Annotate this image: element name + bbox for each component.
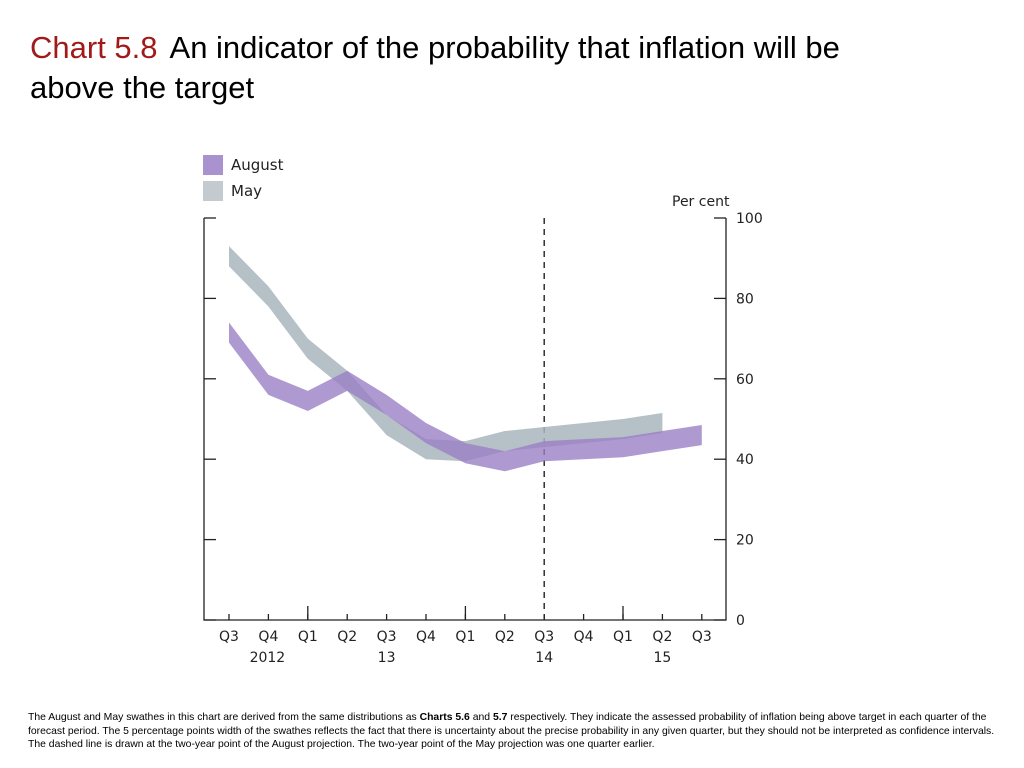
y-tick-label: 80 bbox=[736, 291, 754, 307]
x-year-label: 15 bbox=[653, 650, 671, 666]
chart-title-text: An indicator of the probability that inf… bbox=[30, 30, 840, 105]
footnote-text-3: respectively. They indicate the assessed… bbox=[28, 712, 995, 751]
y-axis-unit-label: Per cent bbox=[672, 194, 730, 210]
x-tick-label: Q2 bbox=[495, 629, 515, 645]
footnote-text-1: The August and May swathes in this chart… bbox=[28, 712, 420, 723]
x-tick-label: Q1 bbox=[298, 629, 318, 645]
x-tick-label: Q3 bbox=[377, 629, 397, 645]
legend-label-august: August bbox=[231, 156, 284, 174]
x-tick-label: Q1 bbox=[613, 629, 633, 645]
x-tick-label: Q3 bbox=[692, 629, 712, 645]
y-tick-label: 40 bbox=[736, 452, 754, 468]
x-tick-label: Q3 bbox=[534, 629, 554, 645]
legend-swatch-may bbox=[203, 181, 223, 201]
x-tick-label: Q2 bbox=[337, 629, 357, 645]
x-tick-label: Q4 bbox=[574, 629, 594, 645]
legend-item-may: May bbox=[203, 178, 284, 204]
footnote-bold-2: 5.7 bbox=[492, 712, 508, 723]
footnote-bold-1: Charts 5.6 bbox=[419, 712, 470, 723]
y-tick-label: 0 bbox=[736, 613, 745, 629]
x-tick-label: Q2 bbox=[652, 629, 672, 645]
y-tick-label: 60 bbox=[736, 372, 754, 388]
x-tick-label: Q1 bbox=[455, 629, 475, 645]
footnote: The August and May swathes in this chart… bbox=[28, 711, 996, 752]
chart-number: Chart 5.8 bbox=[30, 30, 158, 65]
x-year-label: 13 bbox=[378, 650, 396, 666]
series-august-swathe bbox=[229, 322, 702, 472]
x-tick-label: Q3 bbox=[219, 629, 239, 645]
y-tick-label: 100 bbox=[736, 211, 763, 227]
x-year-label: 2012 bbox=[250, 650, 286, 666]
chart-title: Chart 5.8 An indicator of the probability… bbox=[30, 28, 930, 108]
x-tick-label: Q4 bbox=[258, 629, 278, 645]
footnote-text-2: and bbox=[469, 712, 493, 723]
chart-plot: 0 20 40 60 80 100 Q3 Q4 Q1 Q2 Q3 Q4 Q1 Q2 Q3 Q4 Q1 Q2 Q3 20… bbox=[203, 211, 763, 666]
legend-label-may: May bbox=[231, 182, 263, 200]
legend-item-august: August bbox=[203, 152, 284, 178]
legend-swatch-august bbox=[203, 155, 223, 175]
x-tick-label: Q4 bbox=[416, 629, 436, 645]
legend: August May bbox=[203, 152, 284, 204]
series-may-swathe bbox=[229, 246, 663, 462]
y-tick-label: 20 bbox=[736, 533, 754, 549]
x-year-label: 14 bbox=[535, 650, 553, 666]
